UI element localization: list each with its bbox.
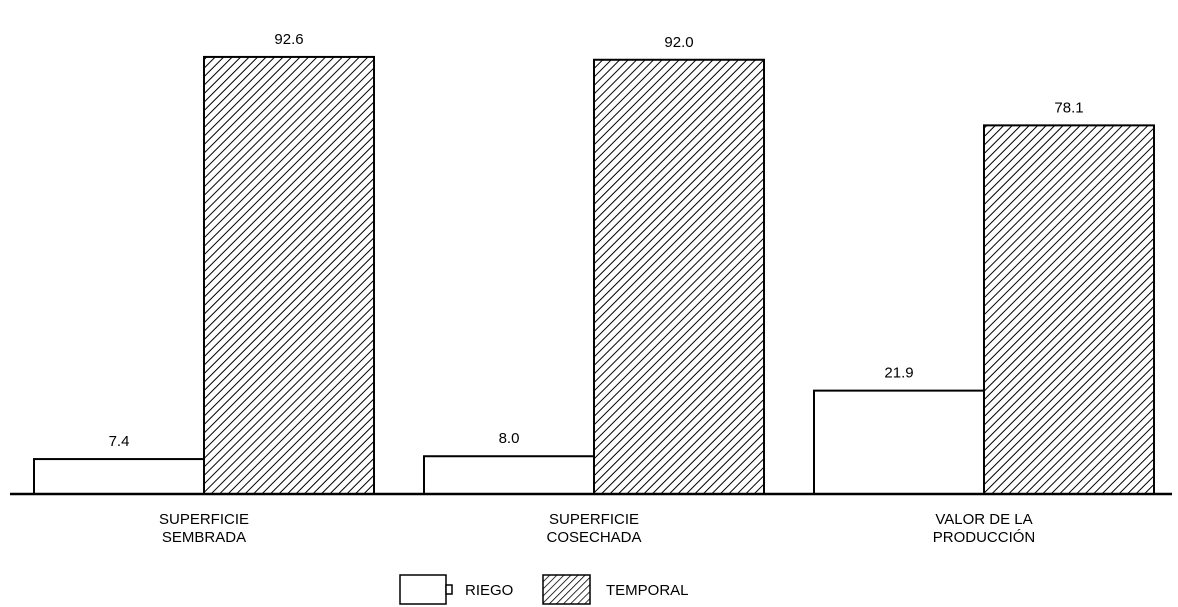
category-label-1: SUPERFICIE SEMBRADA xyxy=(159,511,249,546)
category-label-3: VALOR DE LA PRODUCCIÓN xyxy=(933,511,1036,546)
bar-temporal-2 xyxy=(593,58,765,495)
legend-swatch-riego-tab xyxy=(445,584,453,595)
data-label-riego-2: 8.0 xyxy=(499,430,520,447)
data-label-riego-1: 7.4 xyxy=(109,433,130,450)
data-label-temporal-1: 92.6 xyxy=(274,31,303,48)
bar-temporal-3 xyxy=(983,124,1155,495)
legend: RIEGO TEMPORAL xyxy=(399,574,689,605)
bar-riego-3 xyxy=(813,389,985,495)
category-label-2: SUPERFICIE COSECHADA xyxy=(546,511,641,546)
bar-riego-1 xyxy=(33,458,205,495)
data-label-temporal-3: 78.1 xyxy=(1054,99,1083,116)
legend-swatch-temporal xyxy=(542,574,591,605)
data-label-riego-3: 21.9 xyxy=(884,365,913,382)
legend-swatch-riego xyxy=(399,574,447,605)
legend-label-temporal: TEMPORAL xyxy=(606,582,689,599)
data-label-temporal-2: 92.0 xyxy=(664,34,693,51)
bar-riego-2 xyxy=(423,455,595,495)
legend-label-riego: RIEGO xyxy=(465,582,513,599)
bars-layer xyxy=(33,55,1155,495)
bar-temporal-1 xyxy=(203,55,375,495)
labels-layer: 7.4 92.6 SUPERFICIE SEMBRADA 8.0 92.0 SUPERFIC… xyxy=(109,31,1084,546)
